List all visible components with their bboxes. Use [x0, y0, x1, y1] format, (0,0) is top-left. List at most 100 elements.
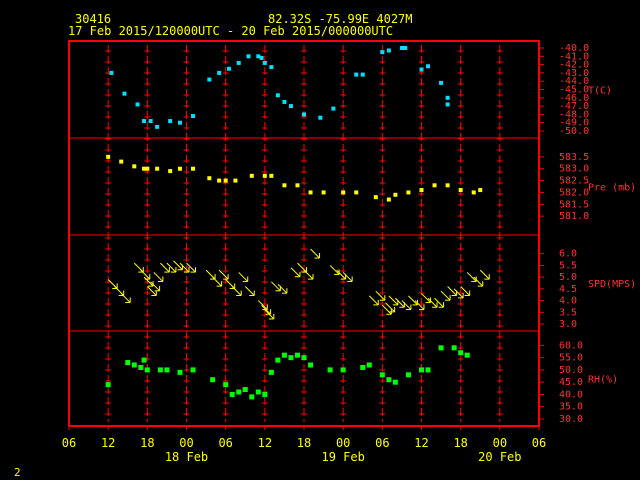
pressure-point [106, 154, 111, 159]
wind-arrow [427, 297, 438, 308]
wind-arrow [388, 295, 399, 306]
wind-arrow [186, 262, 196, 273]
wind-arrow-shaft [179, 262, 190, 273]
wind-arrow-shaft [336, 269, 346, 280]
pressure-point [373, 195, 378, 200]
x-tick-label: 06 [218, 436, 232, 450]
x-tick-label: 18 [297, 436, 311, 450]
y-tick-label: 581.5 [559, 199, 589, 210]
pressure-point [295, 183, 300, 188]
wind-arrow [440, 290, 451, 301]
rh-point [177, 369, 183, 375]
x-tick-label: 18 [140, 436, 154, 450]
pressure-point [233, 178, 238, 183]
rh-point [419, 367, 424, 373]
wind-arrow-shaft [140, 269, 151, 280]
wind-arrow [120, 293, 131, 304]
rh-point [458, 350, 464, 356]
pressure-point [386, 197, 391, 202]
rh-point [255, 389, 261, 395]
wind-arrow-shaft [375, 290, 386, 301]
temp-point [256, 54, 261, 59]
y-tick-label: 582.0 [559, 187, 589, 198]
temp-point [142, 119, 147, 124]
wind-arrow-shaft [460, 286, 471, 296]
wind-arrow [244, 286, 255, 297]
temp-point [168, 119, 173, 124]
rh-point [327, 367, 333, 373]
wind-arrow-shaft [329, 265, 340, 275]
wind-arrow [257, 300, 268, 311]
pressure-point [262, 173, 267, 178]
y-tick-label: 6.0 [559, 249, 577, 260]
wind-arrow [329, 265, 340, 275]
pressure-point [249, 173, 254, 178]
rh-point [464, 352, 470, 358]
rh-point [275, 357, 281, 363]
temp-point [262, 60, 267, 65]
temp-point [386, 48, 391, 53]
rh-point [288, 355, 294, 361]
y-tick-label: 50.0 [559, 365, 583, 376]
temp-point [288, 104, 293, 109]
wind-arrow [310, 248, 321, 259]
y-tick-label: 35.0 [559, 402, 583, 413]
rh-point [236, 389, 242, 395]
wind-arrow [408, 295, 418, 306]
rh-point [223, 382, 229, 388]
temp-point [246, 54, 251, 59]
temp-point [318, 115, 323, 120]
wind-arrow [401, 300, 412, 311]
wind-arrow [303, 269, 314, 280]
station-id: 30416 [75, 12, 111, 26]
rh-point [105, 382, 111, 388]
wind-arrow [434, 297, 445, 308]
wind-arrow [414, 300, 425, 311]
y-tick-label: 60.0 [559, 340, 583, 351]
temp-point [282, 99, 287, 104]
temp-point [135, 102, 140, 107]
y-tick-label: -41.0 [559, 51, 589, 62]
temp-point [236, 60, 241, 65]
wind-arrow [160, 262, 170, 273]
rh-point [379, 372, 385, 378]
pressure-point [341, 190, 346, 195]
panel-label-rh: RH(%) [588, 375, 618, 386]
temp-point [191, 114, 196, 119]
temp-point [275, 93, 280, 98]
pressure-point [458, 188, 463, 193]
y-tick-label: 4.5 [559, 284, 577, 295]
wind-arrow-shaft [261, 304, 271, 315]
temp-point [207, 77, 212, 82]
wind-arrow-shaft [473, 276, 484, 287]
pressure-point [445, 183, 450, 188]
temp-point [331, 106, 336, 111]
wind-arrow-shaft [231, 286, 242, 296]
wind-arrow [264, 309, 275, 320]
rh-point [210, 377, 216, 383]
wind-arrow-shaft [421, 293, 431, 303]
pressure-point [269, 173, 274, 178]
temp-point [439, 80, 444, 85]
wind-arrow [479, 269, 490, 280]
data-layer [105, 46, 490, 400]
temp-point [360, 72, 365, 77]
wind-arrow-shaft [212, 276, 222, 287]
rh-point [249, 394, 255, 400]
pressure-point [177, 166, 182, 171]
x-tick-label: 12 [258, 436, 272, 450]
y-tick-label: 3.5 [559, 307, 577, 318]
y-tick-label: 583.0 [559, 164, 589, 175]
wind-arrow-shaft [381, 304, 392, 315]
temp-point [403, 46, 408, 50]
wind-arrow-shaft [395, 297, 405, 308]
panel-label-temp: T(C) [588, 86, 612, 97]
wind-arrow-shaft [388, 295, 399, 306]
wind-arrow [212, 276, 223, 287]
panel-label-wind: SPD(MPS) [588, 279, 636, 290]
wind-arrow-shaft [257, 300, 268, 310]
pressure-point [155, 166, 160, 171]
x-tick-label: 00 [179, 436, 193, 450]
wind-arrow [166, 262, 177, 273]
